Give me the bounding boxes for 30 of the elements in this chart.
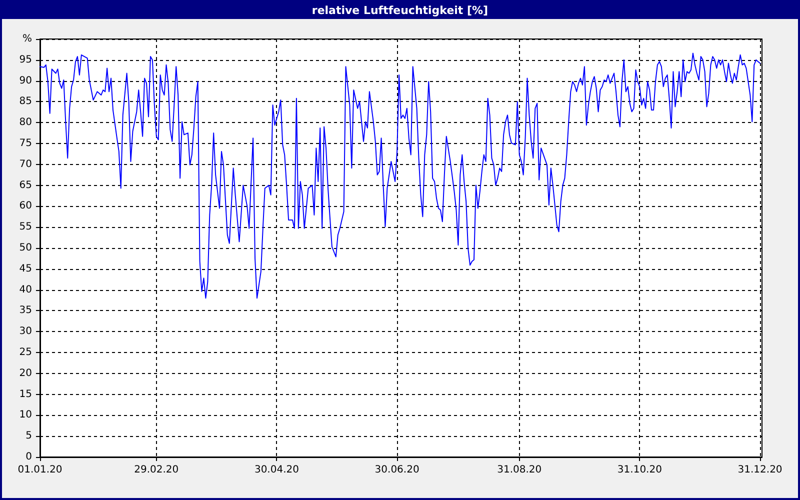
y-tick-label: 75 <box>19 138 32 149</box>
y-tick-label: 15 <box>19 388 32 400</box>
y-tick-label: 30 <box>19 326 32 338</box>
chart-title: relative Luftfeuchtigkeit [%] <box>2 2 798 19</box>
y-tick-label: 20 <box>19 368 32 379</box>
x-tick-label: 31.12.20 <box>738 464 782 476</box>
x-tick-label: 30.06.20 <box>374 464 420 476</box>
y-tick-label: 90 <box>19 75 32 86</box>
y-tick-label: 40 <box>19 284 32 296</box>
y-tick-label: 10 <box>19 410 32 421</box>
y-tick-label: 60 <box>19 200 32 212</box>
x-tick-label: 31.10.20 <box>617 464 662 476</box>
line-series <box>40 52 761 299</box>
y-tick-label: 65 <box>19 180 32 191</box>
y-tick-label: 0 <box>26 452 32 462</box>
y-tick-label: 70 <box>19 158 32 170</box>
y-tick-label: 85 <box>19 96 32 108</box>
y-tick-label: 80 <box>19 117 32 128</box>
x-tick-label: 30.04.20 <box>254 464 299 476</box>
y-tick-label: 50 <box>19 242 32 254</box>
y-tick-label: 5 <box>26 430 32 442</box>
y-tick-label: 55 <box>19 222 32 233</box>
x-tick-label: 01.01.20 <box>18 464 62 476</box>
y-tick-label: 35 <box>19 305 32 316</box>
y-tick-label: 45 <box>19 263 32 274</box>
x-tick-label: 29.02.20 <box>134 464 179 476</box>
y-tick-label: 25 <box>19 347 32 358</box>
y-tick-label: % <box>22 34 32 44</box>
x-tick-label: 31.08.20 <box>497 464 542 476</box>
y-tick-label: 95 <box>19 54 32 66</box>
